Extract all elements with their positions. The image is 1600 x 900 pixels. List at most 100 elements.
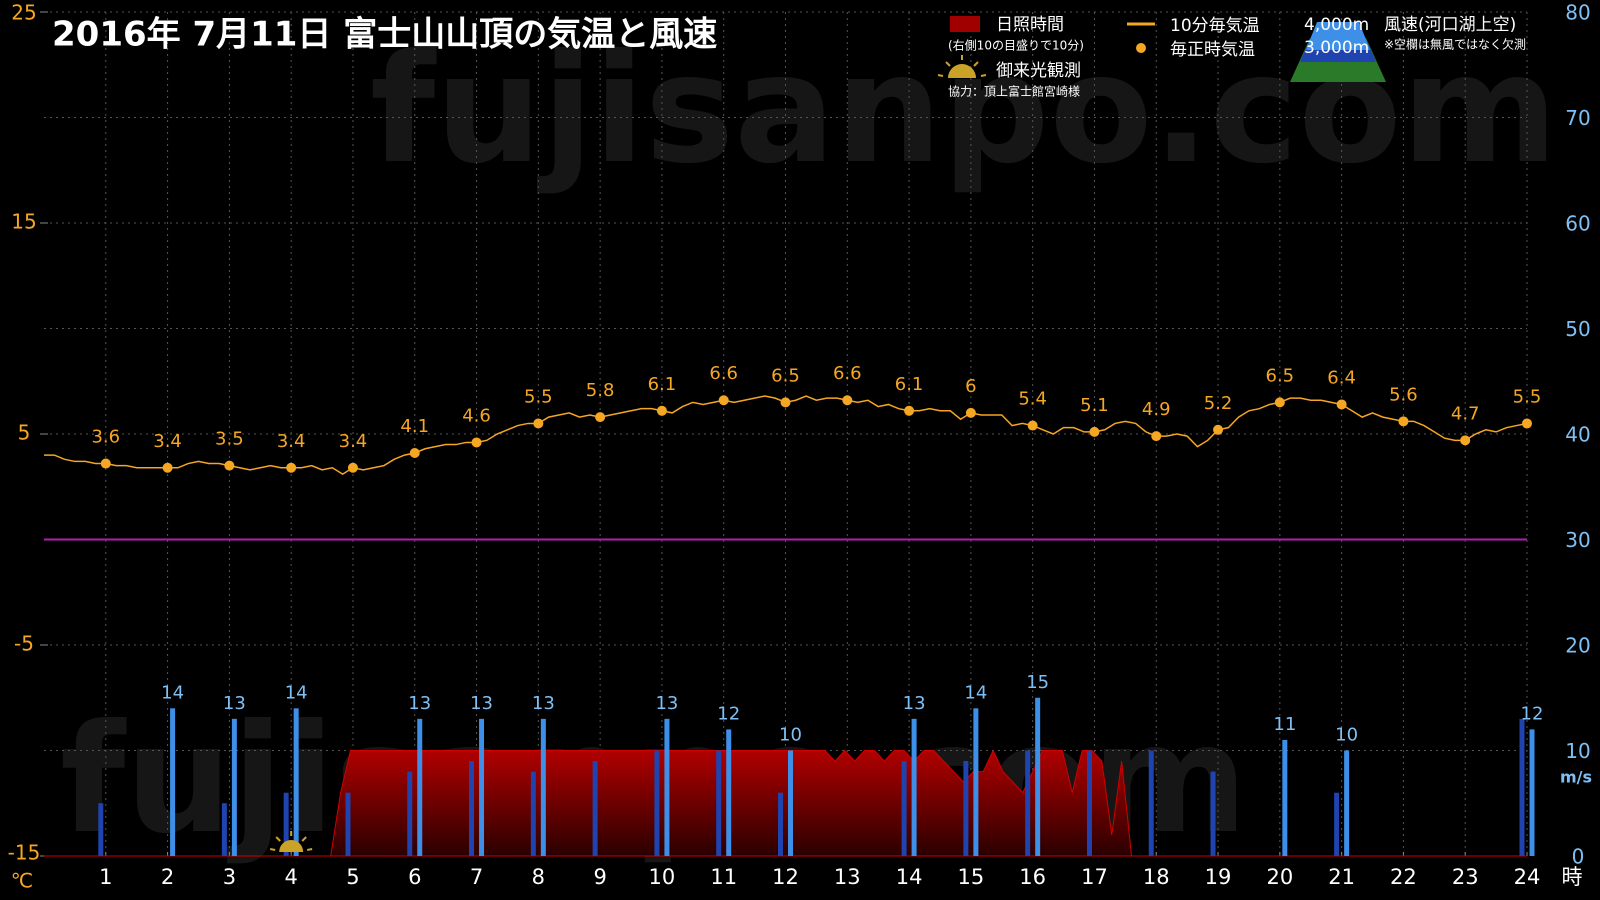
x-tick-label: 23 (1452, 865, 1479, 889)
data-label: 12 (1521, 703, 1544, 724)
legend-title: 風速(河口湖上空) (1384, 15, 1516, 35)
credit: 協力：頂上富士館宮崎様 (948, 84, 1080, 99)
y2-tick-label: 30 (1565, 528, 1590, 552)
y-tick-label: -5 (14, 632, 34, 656)
temperature-point (1213, 424, 1224, 435)
y2-unit: m/s (1560, 768, 1592, 787)
temperature-point (1089, 426, 1100, 437)
legend-label: 日照時間 (996, 15, 1064, 35)
y2-tick-label: 70 (1565, 106, 1590, 130)
data-label: 4.6 (462, 405, 491, 426)
wind-bar (716, 750, 722, 856)
y-tick-label: 5 (18, 421, 31, 445)
wind-bar (540, 718, 546, 856)
wind-bar (726, 729, 732, 856)
data-label: 15 (1026, 672, 1049, 693)
data-label: 12 (717, 703, 740, 724)
data-label: 4.9 (1142, 399, 1171, 420)
data-label: 5.8 (586, 380, 615, 401)
temperature-point (286, 462, 297, 473)
wind-bar (1086, 750, 1092, 856)
x-tick-label: 13 (834, 865, 861, 889)
wind-bar (293, 708, 299, 856)
x-tick-label: 9 (593, 865, 606, 889)
temperature-point (1522, 418, 1532, 429)
legend-swatch (1136, 43, 1146, 53)
sunrise-marker (269, 831, 313, 852)
data-label: 5.4 (1018, 389, 1047, 410)
data-label: 11 (1273, 714, 1296, 735)
data-label: 13 (532, 693, 555, 714)
sun (279, 840, 304, 852)
x-tick-label: 11 (710, 865, 737, 889)
data-label: 10 (1335, 725, 1358, 746)
wind-bar (1529, 729, 1535, 856)
wind-bar (664, 718, 670, 856)
temperature-point (965, 407, 976, 418)
legend-swatch (950, 16, 980, 32)
y2-tick-label: 50 (1565, 317, 1590, 341)
wind-bar (1344, 750, 1350, 856)
x-tick-label: 1 (99, 865, 112, 889)
temperature-point (1151, 431, 1162, 442)
y2-tick-label: 40 (1565, 423, 1590, 447)
wind-bar (911, 718, 917, 856)
data-label: 5.5 (1513, 386, 1542, 407)
y2-tick-label: 60 (1565, 212, 1590, 236)
temperature-point (533, 418, 544, 429)
data-label: 5.5 (524, 386, 553, 407)
legend-subtitle: (右側10の目盛りで10分) (948, 38, 1084, 53)
temperature-point (595, 412, 606, 423)
x-tick-label: 17 (1081, 865, 1108, 889)
data-label: 5.2 (1204, 393, 1233, 414)
x-tick-label: 15 (958, 865, 985, 889)
data-label: 6.5 (771, 365, 800, 386)
mountain-icon (1290, 22, 1386, 82)
wind-bar (1519, 718, 1525, 856)
y2-tick-label: 0 (1572, 845, 1585, 869)
y-tick-label: 15 (11, 210, 36, 234)
data-label: 6.1 (648, 374, 677, 395)
legend-label: 毎正時気温 (1170, 40, 1255, 60)
temperature-point (1398, 416, 1409, 427)
data-label: 5.1 (1080, 395, 1109, 416)
x-tick-label: 5 (346, 865, 359, 889)
x-tick-label: 16 (1019, 865, 1046, 889)
legend-note: ※空欄は無風ではなく欠測 (1384, 37, 1526, 52)
temperature-point (162, 462, 173, 473)
wind-bar (1025, 750, 1031, 856)
temperature-point (656, 405, 667, 416)
y-unit: ℃ (11, 869, 33, 893)
sun-ray (301, 836, 307, 842)
wind-bar (973, 708, 979, 856)
data-label: 13 (408, 693, 431, 714)
temperature-point (347, 462, 358, 473)
x-tick-label: 22 (1390, 865, 1417, 889)
wind-bar (469, 761, 475, 856)
data-label: 13 (655, 693, 678, 714)
temperature-point (904, 405, 915, 416)
data-label: 10 (779, 725, 802, 746)
wind-bar (1210, 771, 1216, 856)
x-tick-label: 10 (649, 865, 676, 889)
x-tick-label: 6 (408, 865, 421, 889)
legend-label: 4,000m (1304, 15, 1369, 35)
data-label: 13 (903, 693, 926, 714)
y2-tick-label: 10 (1565, 739, 1590, 763)
data-label: 4.1 (400, 416, 429, 437)
temperature-point (409, 447, 420, 458)
temperature-point (780, 397, 791, 408)
data-label: 3.6 (91, 427, 120, 448)
wind-bar (901, 761, 907, 856)
x-tick-label: 2 (161, 865, 174, 889)
x-tick-label: 24 (1514, 865, 1541, 889)
temperature-point (471, 437, 482, 448)
temperature-point (224, 460, 235, 471)
wind-bar (788, 750, 793, 856)
wind-bar (1035, 697, 1041, 856)
sunrise-legend-icon (937, 55, 987, 78)
temperature-point (1274, 397, 1285, 408)
wind-bar (283, 792, 289, 856)
